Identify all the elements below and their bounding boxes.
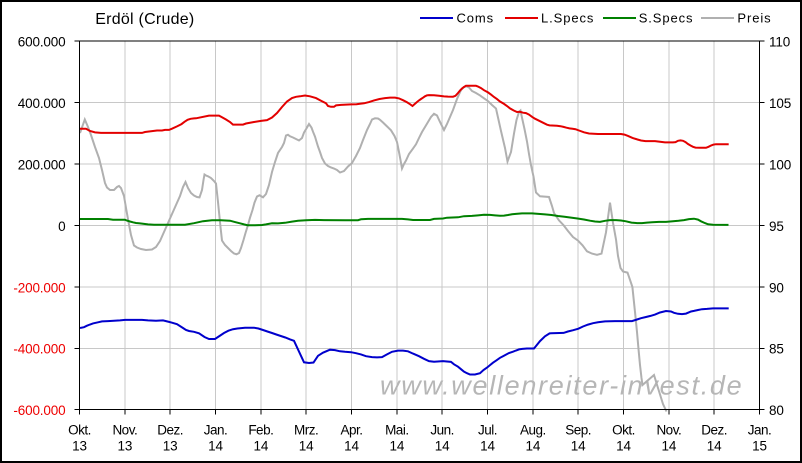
svg-text:Sep.: Sep. xyxy=(565,423,591,438)
svg-text:Mai.: Mai. xyxy=(385,423,409,438)
svg-text:110: 110 xyxy=(769,34,790,49)
svg-text:14: 14 xyxy=(253,439,268,454)
svg-text:14: 14 xyxy=(616,439,631,454)
svg-text:Jan.: Jan. xyxy=(204,423,228,438)
svg-text:14: 14 xyxy=(435,439,450,454)
svg-text:Nov.: Nov. xyxy=(656,423,681,438)
svg-text:Okt.: Okt. xyxy=(612,423,635,438)
svg-text:Mrz.: Mrz. xyxy=(294,423,318,438)
svg-text:14: 14 xyxy=(389,439,404,454)
svg-text:15: 15 xyxy=(752,439,767,454)
svg-text:Jul.: Jul. xyxy=(478,423,497,438)
svg-text:14: 14 xyxy=(707,439,722,454)
svg-text:14: 14 xyxy=(571,439,586,454)
svg-text:Apr.: Apr. xyxy=(340,423,362,438)
svg-text:14: 14 xyxy=(480,439,495,454)
svg-text:14: 14 xyxy=(208,439,223,454)
svg-text:14: 14 xyxy=(344,439,359,454)
svg-text:85: 85 xyxy=(769,342,784,357)
svg-text:Dez.: Dez. xyxy=(701,423,727,438)
svg-text:14: 14 xyxy=(661,439,676,454)
svg-text:Nov.: Nov. xyxy=(112,423,137,438)
svg-text:13: 13 xyxy=(72,439,87,454)
svg-text:Coms: Coms xyxy=(457,10,495,25)
svg-text:100: 100 xyxy=(769,157,791,172)
svg-text:13: 13 xyxy=(163,439,178,454)
svg-text:Feb.: Feb. xyxy=(248,423,273,438)
svg-text:105: 105 xyxy=(769,96,791,111)
svg-text:-200.000: -200.000 xyxy=(13,280,65,295)
svg-text:13: 13 xyxy=(117,439,132,454)
svg-text:14: 14 xyxy=(299,439,314,454)
svg-text:14: 14 xyxy=(525,439,540,454)
svg-text:80: 80 xyxy=(769,403,784,418)
svg-text:Preis: Preis xyxy=(737,10,771,25)
svg-text:-600.000: -600.000 xyxy=(13,403,65,418)
svg-text:400.000: 400.000 xyxy=(18,96,66,111)
svg-text:Jun.: Jun. xyxy=(430,423,454,438)
svg-text:S.Specs: S.Specs xyxy=(639,10,694,25)
svg-text:-400.000: -400.000 xyxy=(13,342,65,357)
svg-text:www.wellenreiter-invest.de: www.wellenreiter-invest.de xyxy=(380,371,743,401)
svg-text:90: 90 xyxy=(769,280,784,295)
svg-text:Okt.: Okt. xyxy=(68,423,91,438)
svg-text:Aug.: Aug. xyxy=(520,423,546,438)
svg-text:95: 95 xyxy=(769,219,784,234)
svg-text:Erdöl (Crude): Erdöl (Crude) xyxy=(95,11,194,28)
svg-text:Jan.: Jan. xyxy=(748,423,772,438)
svg-text:0: 0 xyxy=(58,219,65,234)
svg-text:Dez.: Dez. xyxy=(157,423,183,438)
svg-text:600.000: 600.000 xyxy=(18,34,66,49)
svg-text:200.000: 200.000 xyxy=(18,157,66,172)
svg-text:L.Specs: L.Specs xyxy=(541,10,594,25)
